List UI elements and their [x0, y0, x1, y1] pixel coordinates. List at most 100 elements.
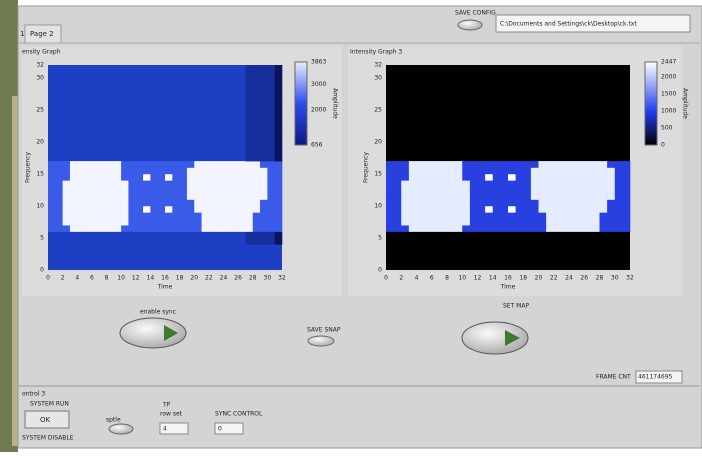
- save-snap-toggle[interactable]: [308, 336, 334, 346]
- heatmap-cell: [470, 219, 478, 226]
- heatmap-cell: [209, 206, 217, 213]
- heatmap-cell: [245, 110, 253, 117]
- heatmap-cell: [607, 161, 615, 168]
- heatmap-cell: [231, 225, 239, 232]
- heatmap-cell: [245, 225, 253, 232]
- heatmap-cell: [584, 187, 592, 194]
- heatmap-cell: [107, 219, 115, 226]
- heatmap-cell: [143, 187, 151, 194]
- heatmap-cell: [592, 206, 600, 213]
- heatmap-cell: [224, 193, 232, 200]
- heatmap-cell: [128, 168, 136, 175]
- heatmap-cell: [432, 225, 440, 232]
- heatmap-cell: [194, 174, 202, 181]
- heatmap-cell: [267, 193, 275, 200]
- heatmap-cell: [253, 180, 261, 187]
- save-config-toggle[interactable]: [458, 20, 482, 30]
- heatmap-cell: [386, 174, 394, 181]
- heatmap-cell: [107, 161, 115, 168]
- heatmap-cell: [523, 193, 531, 200]
- heatmap-cell: [600, 212, 608, 219]
- toggle[interactable]: [109, 424, 133, 434]
- heatmap-cell: [48, 206, 56, 213]
- heatmap-cell: [386, 225, 394, 232]
- heatmap-cell: [224, 168, 232, 175]
- heatmap-cell: [485, 193, 493, 200]
- heatmap-cell: [121, 168, 129, 175]
- heatmap-cell: [63, 219, 71, 226]
- heatmap-cell: [143, 180, 151, 187]
- heatmap-cell: [493, 206, 501, 213]
- heatmap-cell: [531, 161, 539, 168]
- heatmap-cell: [401, 174, 409, 181]
- heatmap-cell: [394, 225, 402, 232]
- y-tick-label: 0: [40, 267, 44, 274]
- heatmap-cell: [253, 219, 261, 226]
- heatmap-cell: [424, 219, 432, 226]
- heatmap-cell: [143, 168, 151, 175]
- heatmap-cell: [622, 161, 630, 168]
- heatmap-cell: [63, 187, 71, 194]
- heatmap-cell: [577, 180, 585, 187]
- colorbar-tick-label: 3863: [311, 59, 326, 66]
- heatmap-cell: [417, 225, 425, 232]
- heatmap-cell: [202, 168, 210, 175]
- heatmap-cell: [546, 225, 554, 232]
- heatmap-cell: [447, 219, 455, 226]
- y-tick-label: 25: [36, 106, 44, 113]
- heatmap-cell: [224, 212, 232, 219]
- heatmap-cell: [607, 168, 615, 175]
- heatmap-cell: [238, 225, 246, 232]
- heatmap-cell: [622, 225, 630, 232]
- heatmap-cell: [245, 78, 253, 85]
- heatmap-cell: [70, 219, 78, 226]
- heatmap-cell: [523, 225, 531, 232]
- heatmap-cell: [394, 187, 402, 194]
- heatmap-cell: [245, 187, 253, 194]
- heatmap-cell: [275, 200, 283, 207]
- heatmap-cell: [554, 206, 562, 213]
- heatmap-cell: [85, 187, 93, 194]
- heatmap-cell: [275, 212, 283, 219]
- heatmap-cell: [508, 212, 516, 219]
- heatmap-cell: [245, 91, 253, 98]
- heatmap-cell: [478, 200, 486, 207]
- heatmap-cell: [470, 193, 478, 200]
- heatmap-cell: [516, 219, 524, 226]
- heatmap-cell: [569, 180, 577, 187]
- x-tick-label: 18: [519, 275, 527, 282]
- heatmap-cell: [180, 180, 188, 187]
- heatmap-cell: [172, 219, 180, 226]
- heatmap-cell: [253, 123, 261, 130]
- heatmap-cell: [158, 212, 166, 219]
- heatmap-cell: [224, 161, 232, 168]
- heatmap-cell: [539, 200, 547, 207]
- heatmap-cell: [478, 180, 486, 187]
- heatmap-cell: [424, 174, 432, 181]
- heatmap-cell: [99, 168, 107, 175]
- heatmap-cell: [561, 206, 569, 213]
- heatmap-cell: [275, 206, 283, 213]
- heatmap-cell: [439, 168, 447, 175]
- graph-title: ensity Graph: [22, 49, 61, 56]
- heatmap-cell: [260, 225, 268, 232]
- heatmap-cell: [245, 219, 253, 226]
- heatmap-cell: [150, 206, 158, 213]
- heatmap-cell: [508, 193, 516, 200]
- y-tick-label: 32: [374, 62, 382, 69]
- heatmap-cell: [584, 168, 592, 175]
- heatmap-cell: [554, 219, 562, 226]
- heatmap-cell: [55, 161, 63, 168]
- heatmap-cell: [180, 193, 188, 200]
- x-tick-label: 12: [474, 275, 482, 282]
- heatmap-cell: [253, 206, 261, 213]
- heatmap-cell: [554, 187, 562, 194]
- heatmap-cell: [48, 219, 56, 226]
- heatmap-cell: [615, 206, 623, 213]
- heatmap-cell: [216, 225, 224, 232]
- heatmap-cell: [143, 193, 151, 200]
- heatmap-cell: [417, 161, 425, 168]
- heatmap-cell: [245, 129, 253, 136]
- heatmap-cell: [493, 174, 501, 181]
- heatmap-cell: [114, 219, 122, 226]
